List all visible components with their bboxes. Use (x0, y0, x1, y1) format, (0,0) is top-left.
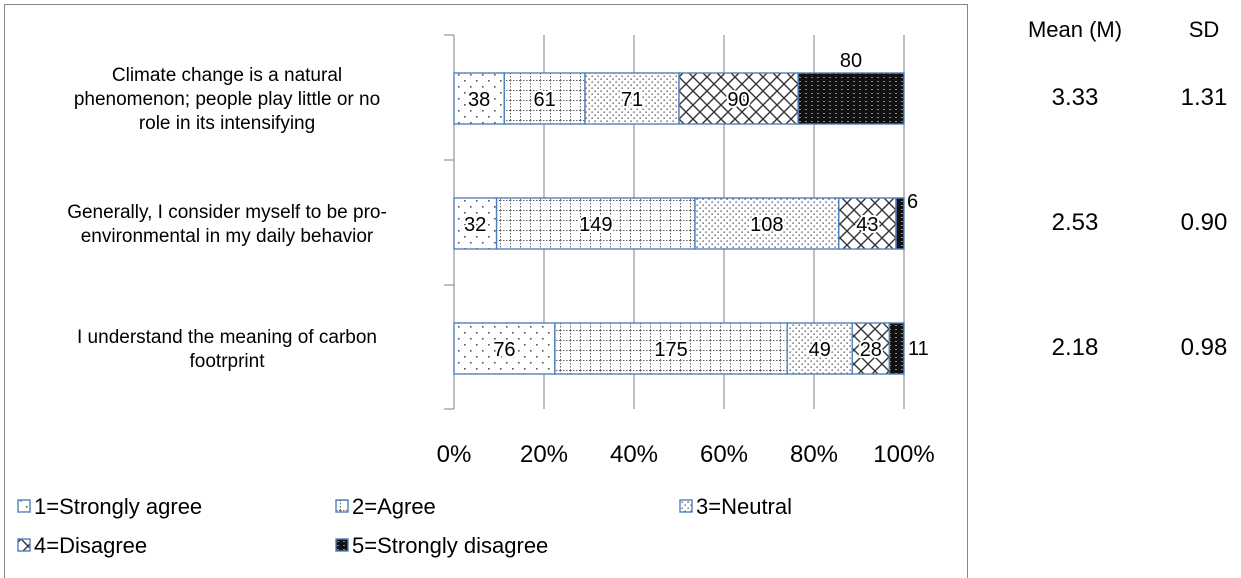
stats-value: 2.53 (1052, 209, 1099, 236)
category-label: role in its intensifying (139, 113, 315, 134)
legend-swatch (17, 499, 31, 513)
stats-value: 1.31 (1181, 84, 1228, 111)
stats-value: 2.18 (1052, 334, 1099, 361)
stats-header: SD (1189, 17, 1220, 42)
bar-segment (888, 322, 905, 375)
x-tick-label: 20% (520, 441, 568, 468)
data-label: 49 (809, 339, 831, 361)
category-label: Generally, I consider myself to be pro- (67, 202, 387, 223)
data-label: 6 (907, 191, 918, 213)
legend-label: 5=Strongly disagree (352, 533, 548, 558)
data-label: 32 (464, 214, 486, 236)
legend-label: 2=Agree (352, 494, 436, 519)
data-label: 76 (493, 339, 515, 361)
data-label: 71 (621, 89, 643, 111)
data-label: 28 (860, 339, 882, 361)
legend-swatch (679, 499, 693, 513)
category-label: I understand the meaning of carbon (77, 327, 377, 348)
x-tick-label: 0% (437, 441, 472, 468)
data-label: 43 (856, 214, 878, 236)
stats-value: 3.33 (1052, 84, 1099, 111)
category-label: Climate change is a natural (112, 65, 342, 86)
bar-segment (838, 197, 897, 250)
bar-segment (797, 72, 905, 125)
stats-value: 0.98 (1181, 334, 1228, 361)
bars-layer (453, 72, 905, 375)
bar-segment (495, 197, 696, 250)
legend-swatch (335, 499, 349, 513)
category-label: environmental in my daily behavior (81, 226, 374, 247)
legend-swatch (17, 538, 31, 552)
data-label: 80 (840, 50, 862, 72)
data-label: 175 (654, 339, 687, 361)
legend-label: 3=Neutral (696, 494, 792, 519)
bar-segment (851, 322, 891, 375)
data-label: 108 (750, 214, 783, 236)
data-label: 90 (727, 89, 749, 111)
legend-label: 4=Disagree (34, 533, 147, 558)
stats-header: Mean (M) (1028, 17, 1122, 42)
bar-segment (503, 72, 586, 125)
bar-segment (786, 322, 853, 375)
bar-segment (895, 197, 905, 250)
labels-layer: 38 61 71 90 80 32 149 108 43 6 76 175 49 28 11 Climate … (67, 50, 929, 372)
data-label: 61 (534, 89, 556, 111)
stats-value: 0.90 (1181, 209, 1228, 236)
data-label: 11 (908, 338, 929, 360)
category-label: footrprint (190, 351, 266, 372)
bar-segment (453, 197, 498, 250)
bar-segment (453, 322, 556, 375)
x-tick-label: 60% (700, 441, 748, 468)
data-label: 149 (579, 214, 612, 236)
x-tick-label: 100% (873, 441, 934, 468)
bar-segment (678, 72, 799, 125)
chart-frame (4, 4, 968, 578)
category-label: phenomenon; people play little or no (74, 89, 380, 110)
legend-swatch (335, 538, 349, 552)
legend: 1=Strongly agree 2=Agree 3=Neutral 4=Disagr… (17, 494, 792, 558)
data-label: 38 (468, 89, 490, 111)
bar-segment (694, 197, 840, 250)
bar-segment (554, 322, 788, 375)
bar-segment (584, 72, 680, 125)
legend-label: 1=Strongly agree (34, 494, 202, 519)
stats-table: Mean (M) SD 3.33 1.31 2.53 0.90 2.18 0.98 (1028, 17, 1227, 361)
x-tick-label: 80% (790, 441, 838, 468)
x-tick-label: 40% (610, 441, 658, 468)
